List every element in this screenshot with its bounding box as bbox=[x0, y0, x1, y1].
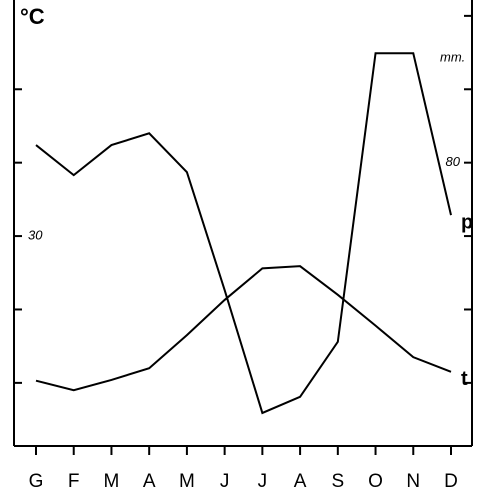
x-tick-label: J bbox=[258, 471, 268, 492]
series-label: p bbox=[461, 211, 473, 233]
x-tick-label: O bbox=[368, 471, 383, 492]
series-line bbox=[35, 52, 452, 415]
x-tick-label: D bbox=[444, 471, 458, 492]
series-label: t bbox=[461, 368, 468, 390]
x-tick-label: M bbox=[104, 471, 120, 492]
x-tick-label: S bbox=[331, 471, 344, 492]
series-line bbox=[35, 265, 452, 392]
x-tick-label: G bbox=[29, 471, 44, 492]
y-tick-label: 30 bbox=[28, 228, 43, 243]
x-tick-label: J bbox=[220, 471, 230, 492]
y-unit: °C bbox=[20, 4, 45, 29]
x-tick-label: N bbox=[406, 471, 420, 492]
x-tick-label: M bbox=[179, 471, 195, 492]
y2-tick-label: 80 bbox=[446, 154, 461, 169]
x-tick-label: A bbox=[143, 471, 156, 492]
x-tick-label: F bbox=[68, 471, 80, 492]
x-tick-label: A bbox=[294, 471, 307, 492]
y2-unit: mm. bbox=[440, 49, 465, 64]
